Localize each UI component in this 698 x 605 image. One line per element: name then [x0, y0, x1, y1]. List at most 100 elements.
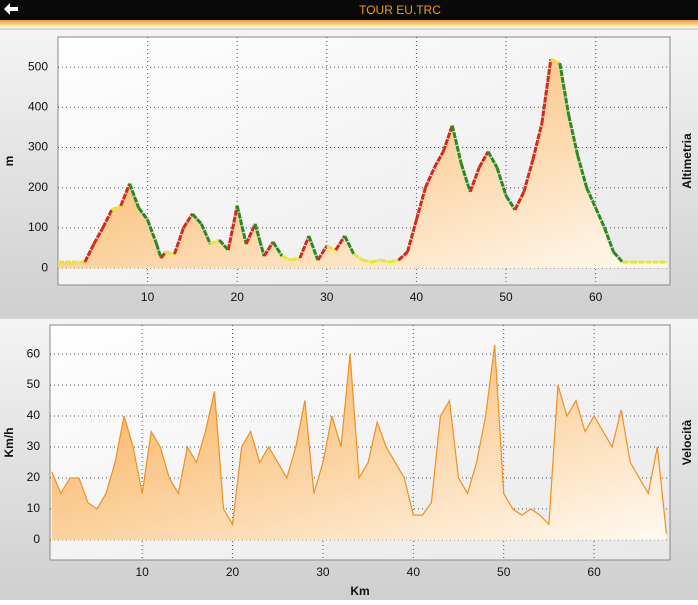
elevation-segment — [558, 62, 571, 116]
elevation-segment — [262, 241, 275, 257]
elevation-segment — [298, 235, 311, 259]
elevation-segment — [199, 223, 212, 245]
elevation-segment — [159, 251, 167, 259]
x-tick-label: 60 — [589, 290, 603, 304]
top-bar-stripe — [0, 20, 698, 28]
y-tick-label: 50 — [27, 377, 41, 391]
elevation-segment — [343, 235, 356, 255]
area-fill — [58, 59, 668, 269]
elevation-segment — [371, 258, 381, 264]
elevation-segment — [209, 238, 220, 246]
elevation-segment — [111, 204, 122, 212]
elevation-segment — [128, 183, 141, 209]
x-tick-label: 20 — [226, 565, 240, 579]
x-tick-label: 30 — [320, 290, 334, 304]
x-tick-label: 10 — [136, 565, 150, 579]
elevation-segment — [316, 245, 329, 261]
elevation-segment — [326, 244, 337, 252]
elevation-segment — [531, 123, 544, 160]
elevation-segment — [459, 163, 472, 193]
elevation-segment — [550, 57, 561, 65]
elevation-segment — [585, 187, 597, 209]
elevation-segment — [450, 125, 463, 164]
y-tick-label: 100 — [28, 220, 48, 234]
elevation-segment — [92, 227, 105, 245]
elevation-segment — [244, 223, 257, 245]
elevation-segment — [271, 241, 284, 257]
elevation-segment — [513, 191, 526, 211]
screen-title: TOUR EU.TRC — [359, 3, 441, 17]
elevation-segment — [307, 235, 320, 261]
speed-line — [51, 344, 667, 534]
elevation-segment — [486, 150, 499, 169]
y-axis-label: Km/h — [2, 428, 16, 458]
top-bar — [0, 0, 698, 20]
elevation-segment — [522, 159, 535, 193]
elevation-segment — [603, 227, 615, 253]
elevation-segment — [477, 150, 490, 169]
elevation-segment — [495, 167, 508, 197]
x-tick-label: 30 — [316, 565, 330, 579]
elevation-segment — [165, 250, 175, 256]
side-label: Velocità — [680, 419, 694, 465]
elevation-segment — [235, 205, 248, 245]
elevation-segment — [334, 235, 347, 251]
elevation-segment — [155, 243, 163, 259]
charts: 0 100 200 300 400 500 10 20 30 40 50 60 m Altimetria 0… — [2, 36, 694, 598]
elevation-segment — [389, 258, 399, 264]
x-tick-label: 50 — [497, 565, 511, 579]
y-tick-label: 400 — [28, 100, 48, 114]
elevation-segment — [146, 219, 158, 245]
y-tick-label: 300 — [28, 140, 48, 154]
x-tick-label: 60 — [587, 565, 601, 579]
x-tick-label: 20 — [231, 290, 245, 304]
elevation-segment — [380, 258, 390, 264]
y-tick-label: 0 — [41, 260, 48, 274]
elevation-segment — [397, 250, 409, 262]
elevation-segment — [218, 238, 230, 252]
elevation-segment — [290, 256, 301, 262]
elevation-segment — [226, 205, 239, 251]
y-tick-label: 0 — [33, 532, 40, 546]
elevation-segment — [414, 187, 427, 221]
elevation-segment — [119, 183, 132, 207]
elevation-segment — [281, 254, 292, 262]
y-tick-label: 200 — [28, 180, 48, 194]
elevation-segment — [83, 243, 96, 263]
y-tick-label: 30 — [27, 439, 41, 453]
elevation-segment — [504, 194, 517, 211]
elevation-segment — [258, 239, 266, 257]
x-tick-label: 50 — [499, 290, 513, 304]
y-tick-label: 10 — [27, 501, 41, 515]
elevation-segment — [406, 219, 418, 253]
elevation-segment — [191, 212, 203, 225]
back-button[interactable] — [4, 3, 18, 15]
area-fill — [51, 344, 667, 540]
y-axis-label: m — [2, 156, 16, 167]
side-label: Altimetria — [680, 133, 694, 189]
elevation-segment — [424, 167, 436, 189]
elevation-segment — [576, 155, 589, 189]
x-tick-label: 10 — [141, 290, 155, 304]
elevation-segment — [433, 150, 445, 169]
y-tick-label: 60 — [27, 346, 41, 360]
elevation-segment — [594, 207, 606, 229]
y-tick-label: 500 — [28, 59, 48, 73]
elevation-segment — [182, 213, 194, 229]
x-axis-label: Km — [350, 584, 369, 598]
x-tick-label: 40 — [407, 565, 421, 579]
elevation-segment — [101, 209, 114, 229]
elevation-segment — [253, 223, 262, 241]
elevation-segment — [468, 167, 481, 193]
x-tick-label: 40 — [410, 290, 424, 304]
elevation-segment — [612, 251, 624, 264]
y-tick-label: 40 — [27, 408, 41, 422]
elevation-segment — [441, 124, 454, 153]
elevation-segment — [540, 58, 553, 124]
elevation-segment — [352, 252, 364, 262]
elevation-segment — [362, 258, 372, 264]
y-tick-label: 20 — [27, 470, 41, 484]
elevation-segment — [173, 227, 185, 255]
